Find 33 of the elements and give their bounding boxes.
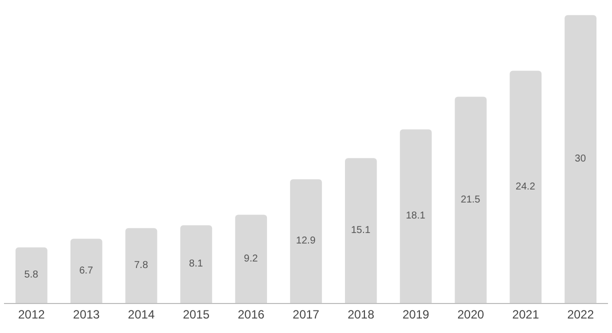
x-tick-label: 2013 — [73, 307, 100, 322]
bar — [400, 129, 432, 303]
data-label: 7.8 — [134, 260, 148, 272]
data-label: 6.7 — [79, 265, 94, 276]
bar — [344, 158, 377, 303]
data-label: 12.9 — [296, 236, 316, 247]
bar — [70, 238, 102, 303]
data-label: 18.1 — [406, 210, 426, 222]
data-label: 24.2 — [516, 181, 536, 192]
x-tick-label: 2015 — [182, 307, 210, 322]
data-label: 15.1 — [350, 225, 371, 236]
bar — [16, 247, 48, 303]
x-tick-label: 2022 — [567, 307, 594, 322]
x-tick-label: 2020 — [457, 307, 484, 322]
data-label: 21.5 — [460, 194, 481, 206]
bar — [290, 179, 322, 303]
x-tick-label: 2016 — [238, 307, 265, 322]
x-tick-label: 2019 — [402, 307, 430, 322]
bar — [564, 15, 596, 303]
data-label: 9.2 — [244, 253, 258, 264]
x-tick-label: 2021 — [512, 307, 540, 322]
data-label: 5.8 — [24, 270, 39, 281]
data-label: 8.1 — [189, 258, 204, 270]
data-label: 30 — [574, 154, 586, 165]
x-tick-label: 2014 — [128, 307, 155, 322]
x-tick-label: 2017 — [292, 307, 320, 322]
bar — [125, 228, 158, 303]
x-tick-label: 2018 — [348, 307, 375, 322]
bar — [235, 214, 268, 303]
bar — [180, 225, 212, 303]
bar — [454, 96, 487, 303]
bar — [510, 70, 542, 303]
x-tick-label: 2012 — [18, 307, 46, 322]
